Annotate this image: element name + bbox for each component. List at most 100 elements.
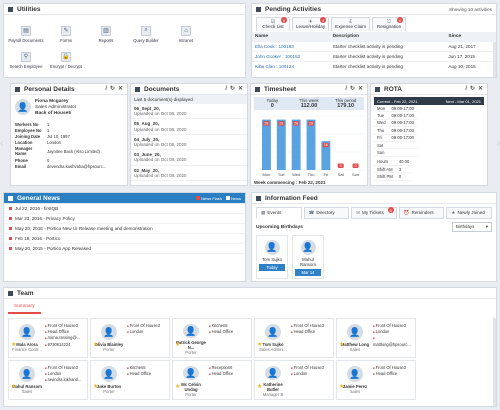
info-icon[interactable]: 𝑖 [345,86,347,92]
member-detail: Front Of House3 [373,365,413,371]
news-text[interactable]: May 20, 2015 - Portico App Released [15,246,92,251]
rota-summary-row: Shift PM 0 [374,172,413,181]
member-name[interactable]: Tom Sujko [262,342,284,347]
member-detail: Head Office [373,371,413,377]
close-icon[interactable]: ✕ [117,86,123,92]
member-name[interactable]: Patrick George N... [176,340,206,350]
rota-next[interactable]: Next - Mar 01, 2021 [445,98,481,104]
member-identity: 👤 Jamie Perez Sales [339,363,371,397]
info-icon[interactable]: 𝑖 [105,86,107,92]
close-icon[interactable]: ✕ [357,86,363,92]
member-name[interactable]: Jamie Perez [342,384,368,389]
pending-scrollbar[interactable] [493,42,496,77]
doc-title[interactable]: 05_Aug_20, [134,121,160,127]
table-row[interactable]: Kiba Clan : 100124 Starter checklist acti… [252,61,496,71]
tab-summary[interactable]: Summary [8,301,41,314]
utility-item[interactable]: ▥ Reports [86,21,126,47]
feed-type-select[interactable]: Birthdays ▾ [452,222,492,232]
field-key: Joining Date [15,133,41,139]
list-item[interactable]: 04_July_20, Uploaded on Oct 08, 2020 [131,135,247,151]
refresh-icon[interactable]: ↻ [109,86,115,92]
close-icon[interactable]: ✕ [477,86,483,92]
row-name[interactable]: John Gcoker : 100152 [252,51,330,62]
row-name[interactable]: Ella Cook : 100183 [252,41,330,52]
row-name[interactable]: Kiba Clan : 100124 [252,61,330,71]
close-icon[interactable]: ✕ [237,86,243,92]
birthday-card[interactable]: 👤 Mahul Ransom Mar 14 [292,235,324,279]
feed-tab[interactable]: ☎ Directory [303,207,350,219]
pending-tab[interactable]: ☑ Check List 9 [256,17,290,31]
bar[interactable] [276,119,286,170]
doc-title[interactable]: 03_June_20, [134,152,161,158]
doc-title[interactable]: 06_Sept_20, [134,106,161,111]
bar[interactable] [291,119,301,170]
bar[interactable] [321,141,331,170]
list-item[interactable]: 03_June_20, Uploaded on Oct 08, 2020 [131,150,247,166]
bar[interactable] [306,119,316,170]
member-name[interactable]: Mc Celvin Undag [181,382,201,392]
list-item[interactable]: 05_Aug_20, Uploaded on Oct 08, 2020 [131,119,247,135]
list-item[interactable]: May 20, 2015 - Portico App Released [4,244,245,254]
documents-subtitle: Last 5 document(s) displayed [131,95,247,104]
member-name[interactable]: Mahul Ransom [12,384,42,389]
pending-tab[interactable]: ⎋ Resignation 6 [372,17,407,31]
news-text[interactable]: Jul 22, 2016 - firstQB [15,206,59,211]
utility-item[interactable]: 🔒 Encrypt / Decrypt [46,47,86,73]
news-text[interactable]: Mar 23, 2016 - Privacy Policy [15,216,75,221]
news-text[interactable]: May 20, 2016 - Portico New UI Release me… [15,226,153,231]
pending-tab[interactable]: £ Expense Claim [331,17,371,31]
rota-current[interactable]: Current - Feb 22, 2021 [377,98,418,104]
list-item[interactable]: 06_Sept_20, Uploaded on Oct 08, 2020 [131,104,247,120]
table-row[interactable]: John Gcoker : 100152 Starter checklist ac… [252,51,496,62]
info-icon[interactable]: 𝑖 [225,86,227,92]
utility-item[interactable]: ⌕ Query Builder [126,21,166,47]
info-icon[interactable]: 𝑖 [465,86,467,92]
carousel-prev-icon[interactable]: ‹ [0,138,4,149]
col-since: Since [445,32,496,42]
list-item[interactable]: 02_May_20, Uploaded on Oct 08, 2020 [131,166,247,182]
feed-tab[interactable]: ★ Newly Joined [446,207,492,219]
utility-item[interactable]: ✎ Forms [46,21,86,47]
news-text[interactable]: Feb 18, 2016 - Portico [15,236,61,241]
carousel-next-icon[interactable]: › [496,138,500,149]
bar[interactable] [261,119,271,170]
member-name[interactable]: Jake Burton [96,384,122,389]
refresh-icon[interactable]: ↻ [469,86,475,92]
team-scrollbar[interactable] [493,318,496,406]
doc-title[interactable]: 02_May_20, [134,167,160,173]
data-label-bg [308,121,314,126]
feed-tab[interactable]: ⏰ Reminders [398,207,445,219]
feed-tab[interactable]: ✉ My Tickets 0 [351,207,397,219]
list-item[interactable]: Mar 23, 2016 - Privacy Policy [4,214,245,224]
member-name[interactable]: Katherine Butler [263,382,283,392]
member-name[interactable]: Mala Arora [16,342,38,347]
list-item[interactable]: Jul 22, 2016 - firstQB [4,204,245,214]
list-item[interactable]: Feb 18, 2016 - Portico [4,234,245,244]
team-member-card[interactable]: 👤 Patrick George N...Porter ★ Kitchen5Head … [172,318,252,358]
chevron-down-icon: ▾ [485,224,488,229]
utility-item[interactable]: ⚲ Search Employee [6,47,46,73]
member-name[interactable]: Matthew Long [340,342,370,347]
utility-item[interactable]: ⌂ Intranet [166,21,206,47]
refresh-icon[interactable]: ↻ [229,86,235,92]
documents-title: Documents [144,85,180,93]
refresh-icon[interactable]: ↻ [349,86,355,92]
table-row[interactable]: Ella Cook : 100183 Starter checklist acti… [252,41,496,52]
utility-item[interactable]: ▤ Payroll Documents [6,21,46,47]
pending-tab[interactable]: ✈ Leave/Holiday 4 [292,17,330,31]
member-name[interactable]: Olivia Blainley [94,342,124,347]
birthday-card[interactable]: 👤 Tom Sujko Today [256,235,288,279]
doc-title[interactable]: 04_July_20, [134,136,160,142]
square-icon [8,6,13,12]
feed-tab[interactable]: ▦ Events [256,207,302,219]
list-item[interactable]: May 20, 2016 - Portico New UI Release me… [4,224,245,234]
